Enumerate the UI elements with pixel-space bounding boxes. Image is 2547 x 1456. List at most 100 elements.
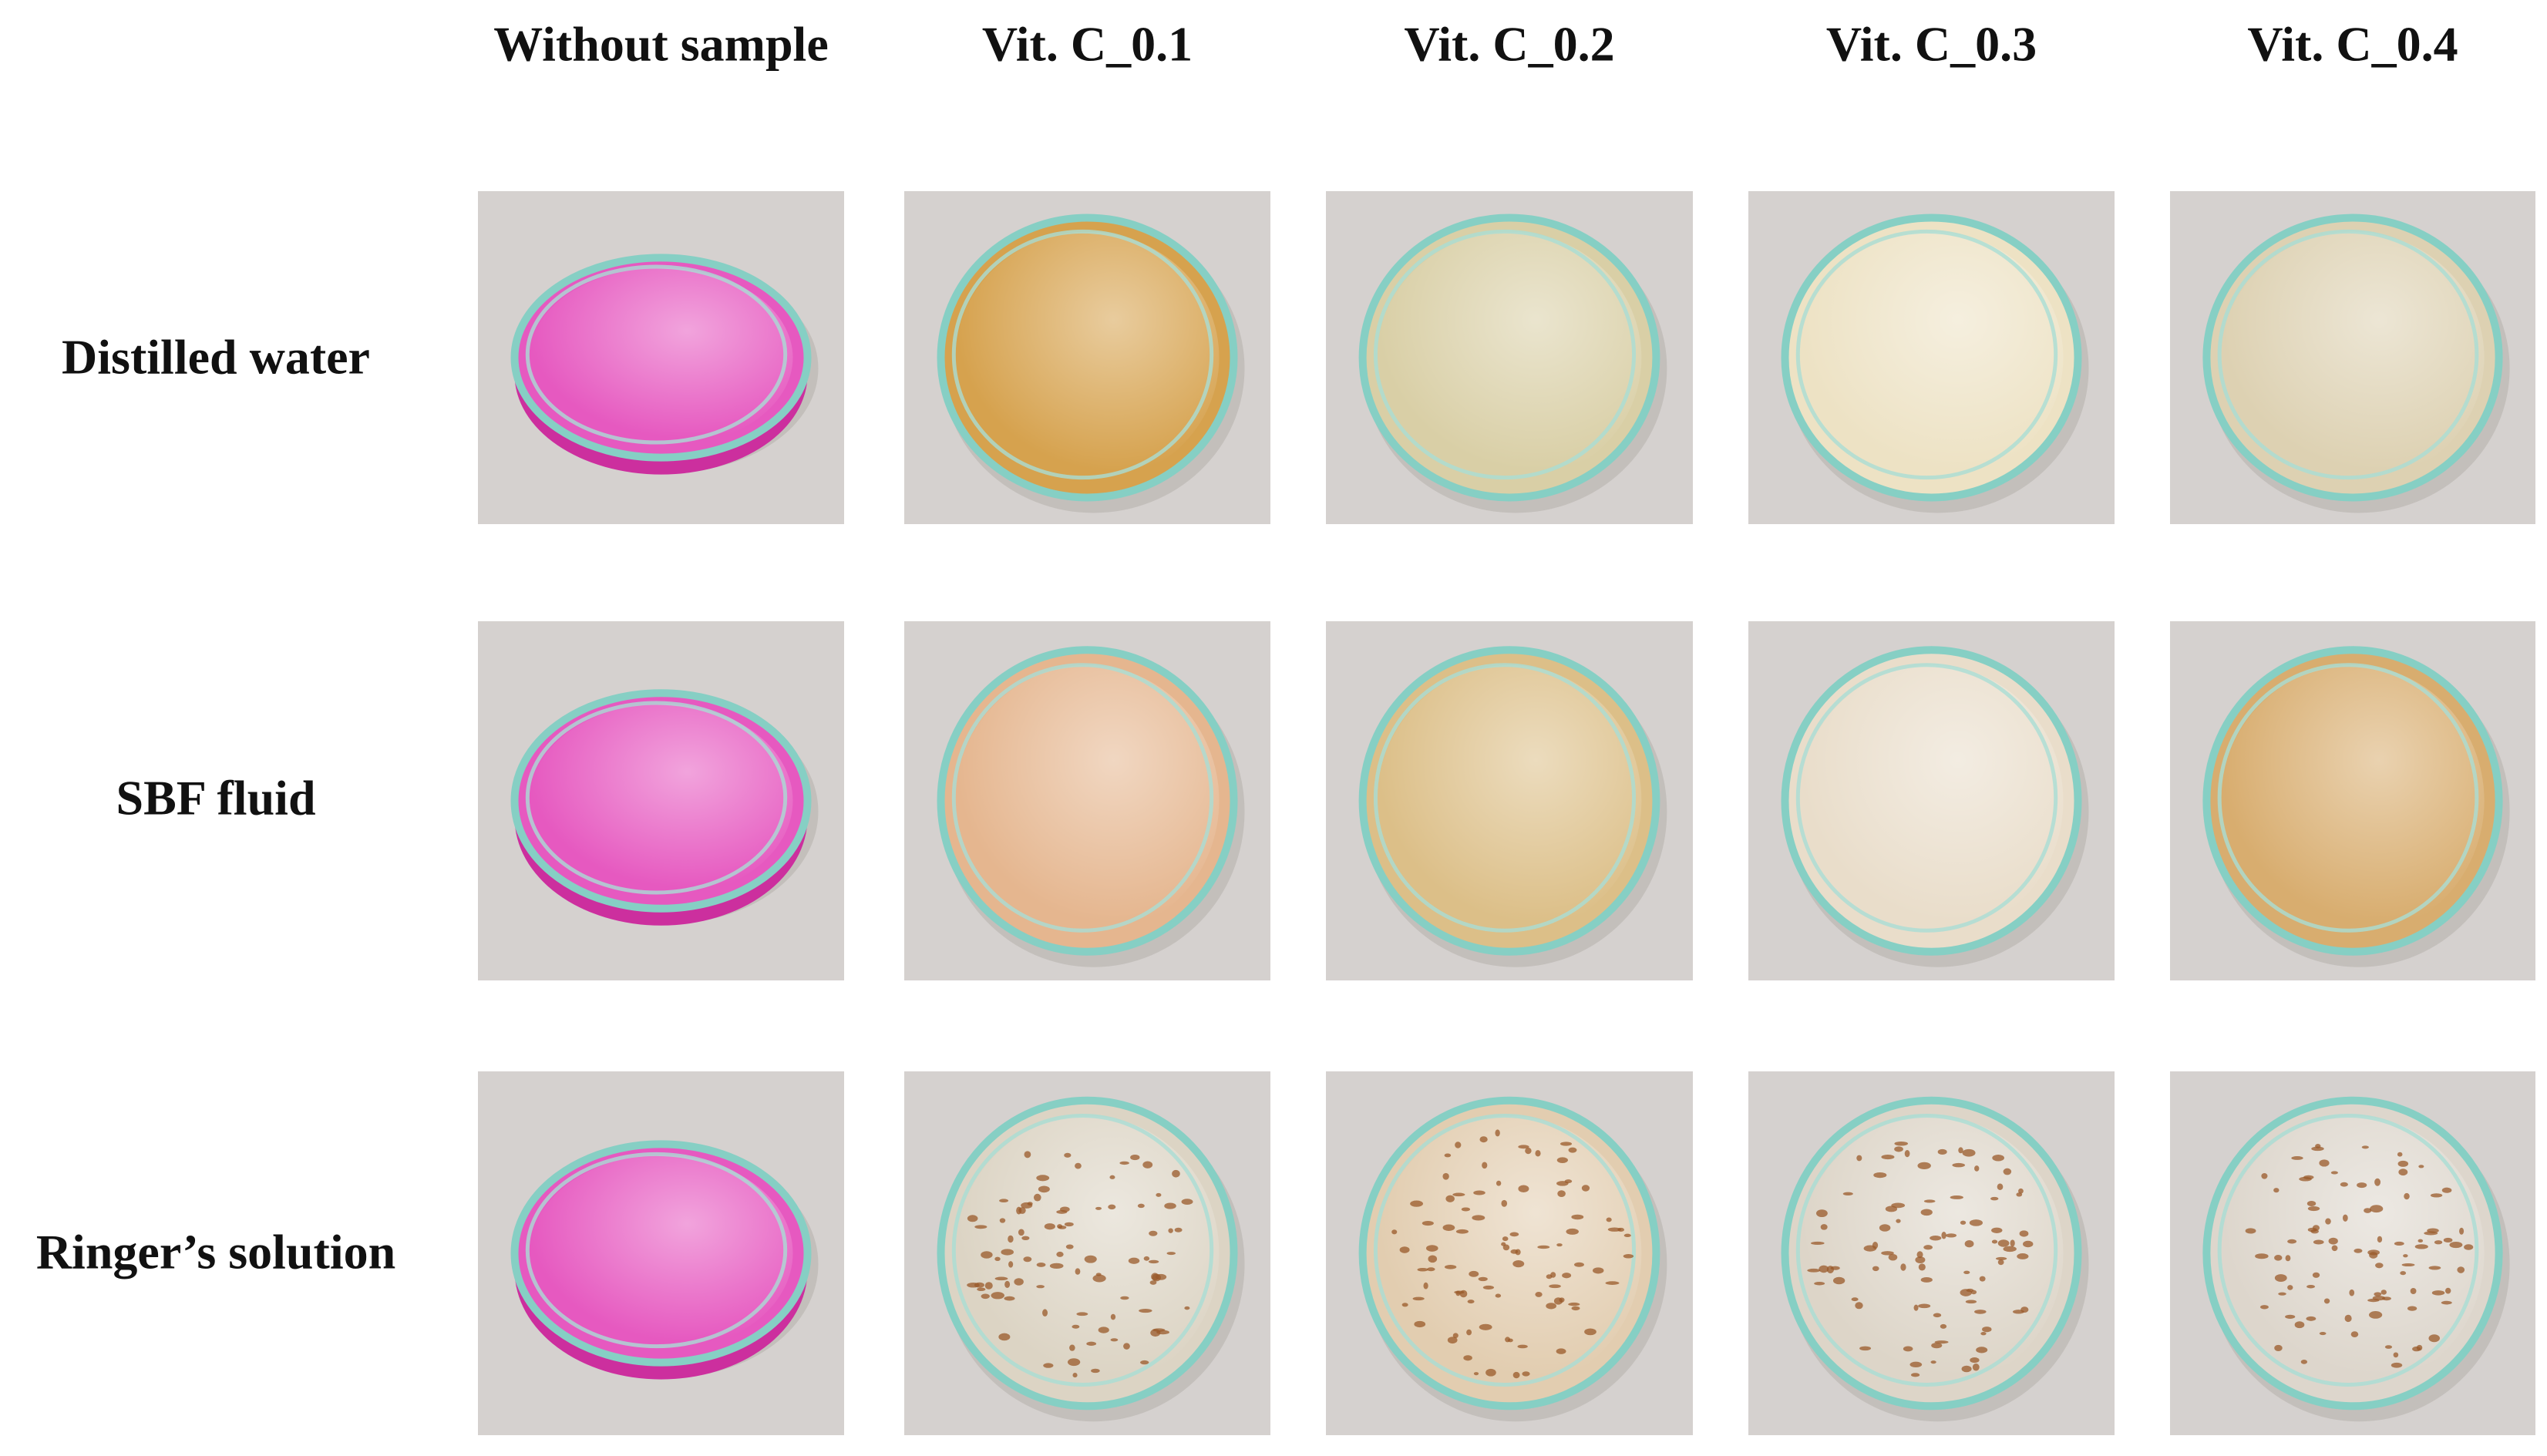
precipitate (2350, 1331, 2359, 1338)
precipitate (2374, 1178, 2381, 1186)
precipitate (1482, 1162, 1488, 1169)
dish-inner-rim (525, 1152, 788, 1349)
precipitate (1623, 1254, 1634, 1259)
precipitate (981, 1293, 990, 1300)
precipitate (2361, 1145, 2369, 1149)
precipitate (974, 1225, 988, 1229)
precipitate (2394, 1241, 2404, 1246)
precipitate (1064, 1222, 1074, 1227)
precipitate (2306, 1201, 2317, 1207)
precipitate (1903, 1346, 1913, 1352)
precipitate (1606, 1217, 1612, 1222)
precipitate (2273, 1188, 2280, 1193)
precipitate (1888, 1253, 1898, 1261)
precipitate (1095, 1206, 1102, 1210)
precipitate (1881, 1251, 1894, 1256)
precipitate (2300, 1360, 2308, 1364)
precipitate (1428, 1255, 1438, 1263)
precipitate (1004, 1296, 1015, 1301)
precipitate (1962, 1148, 1976, 1157)
dish-rim (2202, 214, 2503, 502)
precipitate (2431, 1290, 2445, 1296)
precipitate (1509, 1232, 1519, 1237)
precipitate (977, 1287, 986, 1292)
precipitate (2311, 1146, 2324, 1152)
precipitate (1559, 1142, 1573, 1146)
dish-glare (2221, 1115, 2485, 1391)
precipitate (1075, 1162, 1082, 1169)
precipitate (1084, 1255, 1097, 1263)
precipitate (1049, 1263, 1064, 1269)
dish-photo (478, 191, 844, 524)
precipitate (1950, 1195, 1963, 1199)
precipitate (1617, 1227, 1625, 1232)
precipitate (1909, 1361, 1923, 1368)
dish-rim (510, 1140, 812, 1367)
precipitate (1811, 1241, 1825, 1245)
precipitate (1473, 1190, 1485, 1195)
precipitate (1507, 1338, 1513, 1343)
precipitate (1859, 1346, 1872, 1351)
precipitate (1979, 1276, 1986, 1282)
precipitate (2274, 1254, 2283, 1261)
precipitate (1412, 1296, 1425, 1301)
precipitate (1455, 1142, 1462, 1148)
precipitate (1946, 1233, 1957, 1238)
precipitate (2287, 1239, 2297, 1244)
precipitate (2410, 1287, 2417, 1295)
dish-photo (1326, 1071, 1693, 1435)
precipitate (2414, 1244, 2428, 1249)
dish-rim (937, 646, 1238, 956)
precipitate (1445, 1195, 1455, 1202)
precipitate (1478, 1276, 1488, 1282)
precipitate (2285, 1255, 2291, 1262)
precipitate (1495, 1129, 1500, 1137)
precipitate (1512, 1371, 1520, 1379)
precipitate (1001, 1249, 1014, 1256)
precipitate (2019, 1230, 2029, 1237)
precipitate (2391, 1362, 2403, 1368)
column-header: Vit. C_0.2 (1404, 17, 1614, 72)
precipitate (1473, 1372, 1479, 1376)
precipitate (1452, 1192, 1465, 1197)
precipitate (1980, 1331, 1987, 1336)
precipitate (2444, 1287, 2451, 1294)
precipitate (1036, 1262, 1046, 1267)
dish-rim (1781, 646, 2082, 956)
precipitate (1410, 1200, 1424, 1207)
dish-inner-rim (1373, 229, 1637, 480)
precipitate (1982, 1327, 1992, 1333)
precipitate (1095, 1273, 1102, 1276)
precipitate (1546, 1303, 1557, 1310)
precipitate (2255, 1253, 2269, 1259)
precipitate (1970, 1357, 1980, 1364)
precipitate (2357, 1182, 2367, 1189)
precipitate (1916, 1251, 1923, 1259)
precipitate (1110, 1338, 1119, 1342)
dish-inner-rim (1795, 1114, 2058, 1387)
dish-inner-rim (951, 1114, 1214, 1387)
precipitate (1086, 1341, 1097, 1346)
precipitate (1933, 1313, 1942, 1318)
dish-glare (1377, 664, 1642, 937)
precipitate (1855, 1302, 1863, 1310)
dish-rim (937, 214, 1238, 502)
precipitate (1164, 1202, 1176, 1209)
precipitate (1992, 1154, 2004, 1162)
precipitate (1571, 1214, 1584, 1220)
precipitate (1557, 1190, 1566, 1197)
precipitate (1976, 1347, 1988, 1353)
dish-photo (2170, 621, 2535, 980)
precipitate (1018, 1229, 1025, 1236)
precipitate (2328, 1237, 2338, 1245)
precipitate (1917, 1162, 1931, 1170)
precipitate (1130, 1154, 1140, 1161)
precipitate (1607, 1227, 1621, 1232)
precipitate (994, 1256, 1001, 1262)
precipitate (1918, 1263, 1926, 1271)
precipitate (2306, 1316, 2317, 1321)
precipitate (1444, 1265, 1457, 1269)
precipitate (2306, 1285, 2316, 1289)
precipitate (1427, 1267, 1435, 1272)
